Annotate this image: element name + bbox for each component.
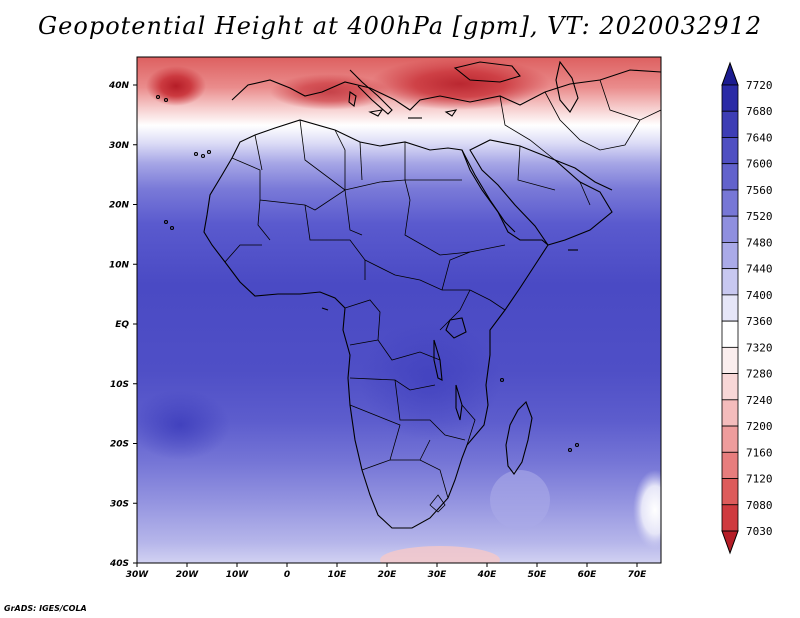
colorbar-level-label: 7720 <box>746 79 773 92</box>
africa-coastline <box>203 119 549 529</box>
map-title: Geopotential Height at 400hPa [gpm], VT:… <box>38 12 762 40</box>
colorbar-level-label: 7030 <box>746 525 773 538</box>
colorbar-segment <box>721 399 739 427</box>
bioko <box>321 307 329 311</box>
colorbar-segment <box>721 425 739 453</box>
lat-label: 20N <box>109 201 130 211</box>
lat-label: EQ <box>115 320 129 330</box>
lat-label: 10S <box>110 380 129 390</box>
lon-label: 70E <box>628 570 648 580</box>
latitude-axis: 40N 30N 20N 10N EQ 10S 20S 30S 40S <box>108 81 137 569</box>
colorbar-level-label: 7240 <box>746 394 773 407</box>
lon-label: 60E <box>578 570 598 580</box>
lat-label: 40N <box>108 81 130 91</box>
coastlines <box>155 60 661 529</box>
europe-coastline <box>231 69 661 111</box>
colorbar-segment <box>721 320 739 348</box>
italy-coastline <box>349 69 393 115</box>
canary-islands <box>193 151 199 157</box>
lon-label: 0 <box>284 570 290 580</box>
lake-malawi-coastline <box>455 384 463 421</box>
colorbar-segment <box>721 268 739 296</box>
lat-label: 40S <box>109 559 129 569</box>
black-sea-coastline <box>453 61 521 83</box>
colorbar-segment <box>721 242 739 270</box>
colorbar-segment <box>721 84 739 112</box>
grads-credit: GrADS: IGES/COLA <box>4 604 87 613</box>
lat-label: 20S <box>110 440 129 450</box>
colorbar-segment <box>721 137 739 165</box>
colorbar-level-label: 7560 <box>746 184 773 197</box>
colorbar-level-label: 7120 <box>746 473 773 486</box>
lat-label: 30S <box>110 499 129 509</box>
colorbar: 7720 7680 7640 7600 7560 7520 7480 7440 7400 7360… <box>721 61 773 555</box>
colorbar-segment <box>721 294 739 322</box>
mauritius <box>574 442 580 448</box>
lake-victoria-coastline <box>445 317 467 339</box>
reunion <box>567 447 573 453</box>
colorbar-level-label: 7400 <box>746 289 773 302</box>
madagascar-coastline <box>505 401 533 475</box>
cape-verde <box>163 219 169 225</box>
colorbar-bottom-arrow <box>721 530 739 555</box>
colorbar-top-arrow <box>721 61 739 86</box>
colorbar-level-label: 7160 <box>746 446 773 459</box>
colorbar-level-label: 7080 <box>746 499 773 512</box>
lon-label: 30E <box>428 570 448 580</box>
red-sea-coastline <box>461 149 516 233</box>
lon-label: 30W <box>126 570 150 580</box>
lon-label: 10W <box>226 570 250 580</box>
arabia-coastline <box>469 139 613 246</box>
colorbar-segment <box>721 189 739 217</box>
sardinia <box>348 91 357 107</box>
colorbar-level-label: 7640 <box>746 131 773 144</box>
colorbar-level-label: 7680 <box>746 105 773 118</box>
lon-label: 40E <box>477 570 498 580</box>
colorbar-segment <box>721 110 739 138</box>
colorbar-level-label: 7600 <box>746 158 773 171</box>
comoros <box>499 377 505 383</box>
caspian-coastline <box>555 60 579 113</box>
colorbar-segment <box>721 163 739 191</box>
colorbar-level-label: 7320 <box>746 341 773 354</box>
colorbar-segment <box>721 478 739 506</box>
colorbar-level-label: 7200 <box>746 420 773 433</box>
sicily <box>368 109 384 117</box>
country-borders <box>224 79 661 513</box>
colorbar-level-label: 7360 <box>746 315 773 328</box>
lon-label: 50E <box>528 570 548 580</box>
lon-label: 20E <box>378 570 398 580</box>
colorbar-segment <box>721 504 739 532</box>
colorbar-segment <box>721 215 739 243</box>
lon-label: 20W <box>176 570 200 580</box>
colorbar-segment <box>721 373 739 401</box>
colorbar-level-label: 7480 <box>746 236 773 249</box>
cyprus <box>444 109 458 117</box>
colorbar-segment <box>721 346 739 374</box>
height-field <box>137 57 661 563</box>
lat-label: 10N <box>109 260 130 270</box>
colorbar-level-label: 7440 <box>746 263 773 276</box>
azores <box>155 94 161 100</box>
colorbar-level-label: 7520 <box>746 210 773 223</box>
longitude-axis: 30W 20W 10W 0 10E 20E 30E 40E 50E 60E 70E <box>126 563 647 580</box>
lat-label: 30N <box>109 141 130 151</box>
persian-gulf-coastline <box>554 159 613 191</box>
colorbar-segment <box>721 451 739 479</box>
map-frame <box>136 56 662 564</box>
lon-label: 10E <box>328 570 348 580</box>
colorbar-level-label: 7280 <box>746 368 773 381</box>
lake-tanganyika-coastline <box>433 339 443 381</box>
